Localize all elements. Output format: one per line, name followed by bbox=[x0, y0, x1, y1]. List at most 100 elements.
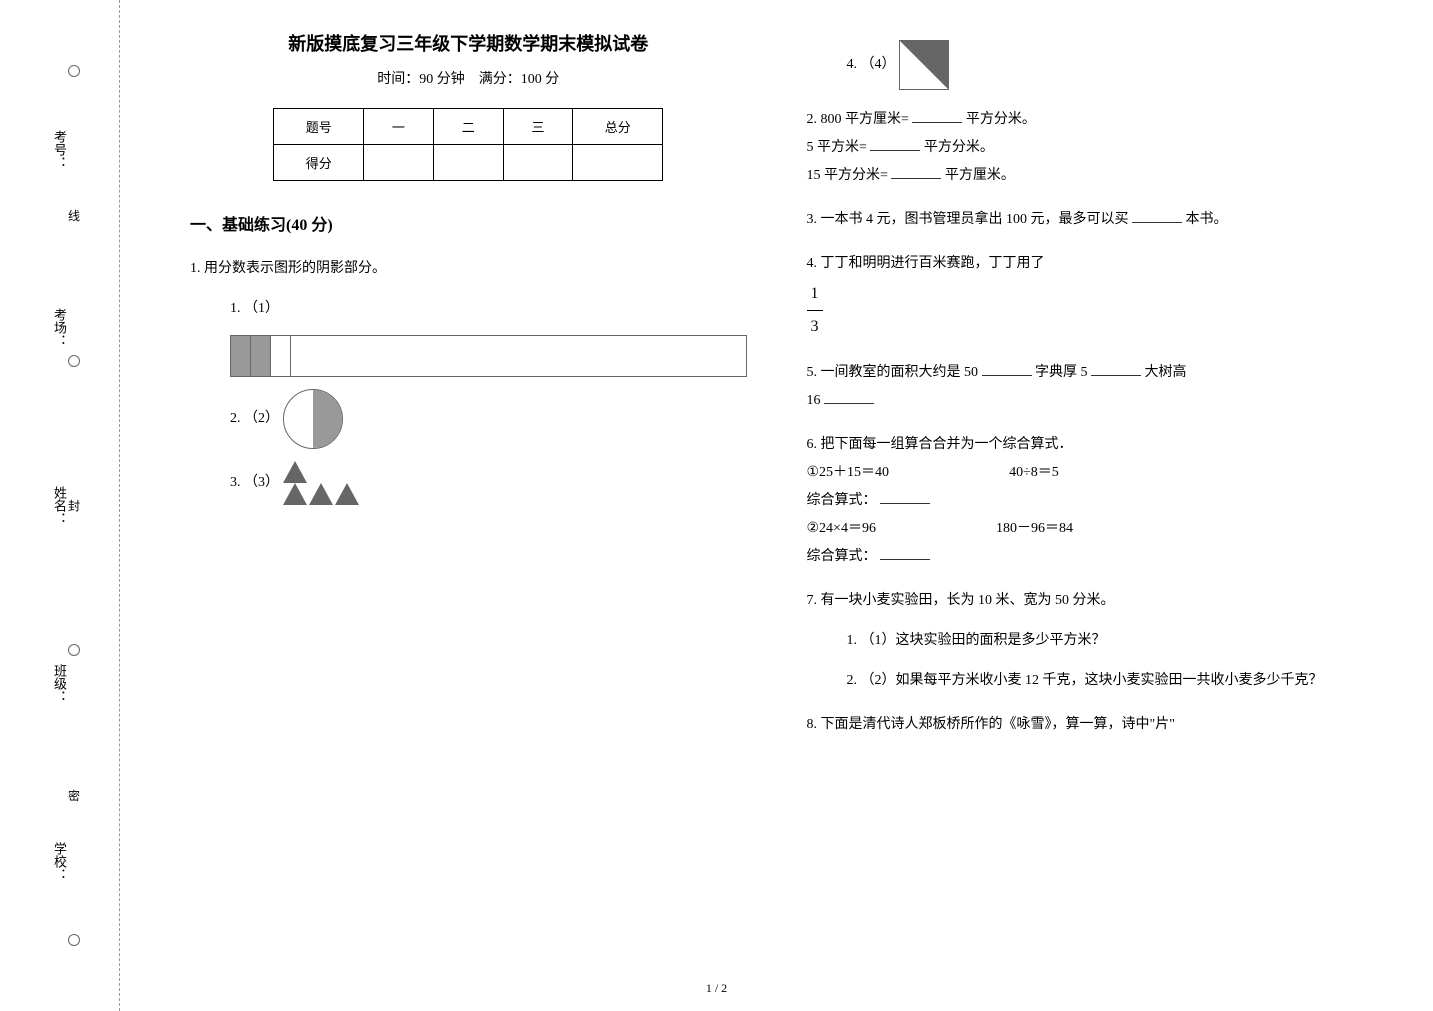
seal-char: 封 bbox=[68, 497, 80, 514]
q4-text: 4. 丁丁和明明进行百米赛跑，丁丁用了 bbox=[807, 256, 1045, 271]
right-column: 4. （4） 2. 800 平方厘米= 平方分米。 5 平方米= 平方分米。 1… bbox=[777, 30, 1394, 981]
cell bbox=[503, 145, 573, 181]
blank bbox=[1132, 222, 1182, 223]
triangle-icon bbox=[335, 483, 359, 505]
table-row: 得分 bbox=[274, 145, 663, 181]
question-7: 7. 有一块小麦实验田，长为 10 米、宽为 50 分米。 1. （1）这块实验… bbox=[807, 587, 1364, 695]
square-diag-shaded bbox=[900, 41, 948, 89]
rect-cell bbox=[291, 336, 311, 376]
row-label: 得分 bbox=[274, 145, 364, 181]
item-label: 4. （4） bbox=[847, 57, 896, 72]
q2-line3: 15 平方分米= bbox=[807, 168, 888, 183]
shape-rect bbox=[230, 335, 747, 377]
q2-line2: 5 平方米= bbox=[807, 140, 867, 155]
numerator: 1 bbox=[807, 278, 823, 311]
triangle-row bbox=[283, 461, 359, 483]
rect-cell bbox=[271, 336, 291, 376]
page-number: 1 / 2 bbox=[706, 981, 727, 996]
q3-a: 3. 一本书 4 元，图书管理员拿出 100 元，最多可以买 bbox=[807, 212, 1129, 227]
blank bbox=[824, 403, 874, 404]
calc-2b: 180－96＝84 bbox=[996, 515, 1073, 543]
q5-b: 字典厚 5 bbox=[1035, 365, 1088, 380]
q6-text: 6. 把下面每一组算合合并为一个综合算式． bbox=[807, 437, 1073, 452]
circle-marker bbox=[68, 355, 80, 367]
th-2: 二 bbox=[433, 109, 503, 145]
subtitle: 时间：90 分钟 满分：100 分 bbox=[190, 68, 747, 88]
question-4: 4. 丁丁和明明进行百米赛跑，丁丁用了 1 3 bbox=[807, 250, 1364, 343]
cell bbox=[364, 145, 434, 181]
score-table: 题号 一 二 三 总分 得分 bbox=[273, 108, 663, 181]
circle-half-shaded bbox=[313, 390, 342, 448]
circle-shape bbox=[283, 389, 343, 449]
fraction: 1 3 bbox=[807, 278, 823, 343]
q7-s2: 2. （2）如果每平方米收小麦 12 千克，这块小麦实验田一共收小麦多少千克？ bbox=[847, 667, 1364, 695]
blank bbox=[1091, 375, 1141, 376]
triangles-shape bbox=[283, 461, 359, 505]
circle-shape-wrap bbox=[283, 389, 343, 449]
q1-item-3: 3. （3） bbox=[230, 461, 747, 505]
denominator: 3 bbox=[807, 311, 823, 343]
question-1: 1. 用分数表示图形的阴影部分。 1. （1） 2. （2） bbox=[190, 255, 747, 505]
triangle-icon bbox=[283, 483, 307, 505]
question-6: 6. 把下面每一组算合合并为一个综合算式． ①25＋15＝40 40÷8＝5 综… bbox=[807, 431, 1364, 571]
time-label: 时间：90 分钟 bbox=[377, 72, 465, 87]
table-row: 题号 一 二 三 总分 bbox=[274, 109, 663, 145]
seal-char: 密 bbox=[68, 787, 80, 804]
item-label: 1. （1） bbox=[230, 301, 279, 316]
q2-unit1: 平方分米。 bbox=[966, 112, 1036, 127]
q7-text: 7. 有一块小麦实验田，长为 10 米、宽为 50 分米。 bbox=[807, 593, 1115, 608]
cell bbox=[573, 145, 663, 181]
rect-cell-shaded bbox=[251, 336, 271, 376]
item-label: 2. （2） bbox=[230, 411, 279, 426]
blank bbox=[880, 559, 930, 560]
blank bbox=[880, 503, 930, 504]
rect-cell-shaded bbox=[231, 336, 251, 376]
full-score-label: 满分：100 分 bbox=[479, 72, 560, 87]
combine-label-2: 综合算式： bbox=[807, 549, 877, 564]
item-label: 3. （3） bbox=[230, 475, 279, 490]
q5-d: 16 bbox=[807, 393, 821, 408]
th-3: 三 bbox=[503, 109, 573, 145]
q5-a: 5. 一间教室的面积大约是 50 bbox=[807, 365, 979, 380]
content-area: 新版摸底复习三年级下学期数学期末模拟试卷 时间：90 分钟 满分：100 分 题… bbox=[120, 0, 1433, 1011]
calc-2a: ②24×4＝96 bbox=[807, 515, 876, 543]
triangle-icon bbox=[283, 461, 307, 483]
q2-unit2: 平方分米。 bbox=[924, 140, 994, 155]
blank bbox=[982, 375, 1032, 376]
seal-char: 线 bbox=[68, 207, 80, 224]
rectangle-shape bbox=[230, 335, 747, 377]
seal-line: 线 封 密 bbox=[59, 0, 89, 1011]
binding-margin: 线 封 密 考号： 考场： 姓名： 班级： 学校： bbox=[0, 0, 120, 1011]
section-1-heading: 一、基础练习(40 分) bbox=[190, 211, 747, 235]
blank bbox=[870, 150, 920, 151]
calc-1b: 40÷8＝5 bbox=[1009, 459, 1059, 487]
q1-item-1: 1. （1） bbox=[230, 295, 747, 323]
q2-unit3: 平方厘米。 bbox=[945, 168, 1015, 183]
page-title: 新版摸底复习三年级下学期数学期末模拟试卷 bbox=[190, 30, 747, 56]
q3-b: 本书。 bbox=[1186, 212, 1228, 227]
combine-label-1: 综合算式： bbox=[807, 493, 877, 508]
blank bbox=[891, 178, 941, 179]
question-2: 2. 800 平方厘米= 平方分米。 5 平方米= 平方分米。 15 平方分米=… bbox=[807, 106, 1364, 190]
calc-1a: ①25＋15＝40 bbox=[807, 459, 890, 487]
circle-marker bbox=[68, 644, 80, 656]
triangle-icon bbox=[309, 483, 333, 505]
triangle-row bbox=[283, 483, 359, 505]
square-shape bbox=[899, 40, 949, 90]
question-3: 3. 一本书 4 元，图书管理员拿出 100 元，最多可以买 本书。 bbox=[807, 206, 1364, 234]
q8-text: 8. 下面是清代诗人郑板桥所作的《咏雪》，算一算，诗中"片" bbox=[807, 717, 1175, 732]
question-8: 8. 下面是清代诗人郑板桥所作的《咏雪》，算一算，诗中"片" bbox=[807, 711, 1364, 739]
blank bbox=[912, 122, 962, 123]
circle-marker bbox=[68, 934, 80, 946]
th-num: 题号 bbox=[274, 109, 364, 145]
q2-line1: 2. 800 平方厘米= bbox=[807, 112, 909, 127]
left-column: 新版摸底复习三年级下学期数学期末模拟试卷 时间：90 分钟 满分：100 分 题… bbox=[160, 30, 777, 981]
q5-c: 大树高 bbox=[1145, 365, 1187, 380]
q1-item-2: 2. （2） bbox=[230, 389, 747, 449]
th-1: 一 bbox=[364, 109, 434, 145]
square-shape-wrap bbox=[899, 40, 949, 90]
q7-s1: 1. （1）这块实验田的面积是多少平方米？ bbox=[847, 627, 1364, 655]
cell bbox=[433, 145, 503, 181]
th-total: 总分 bbox=[573, 109, 663, 145]
calc-row: ②24×4＝96 180－96＝84 bbox=[807, 515, 1364, 543]
